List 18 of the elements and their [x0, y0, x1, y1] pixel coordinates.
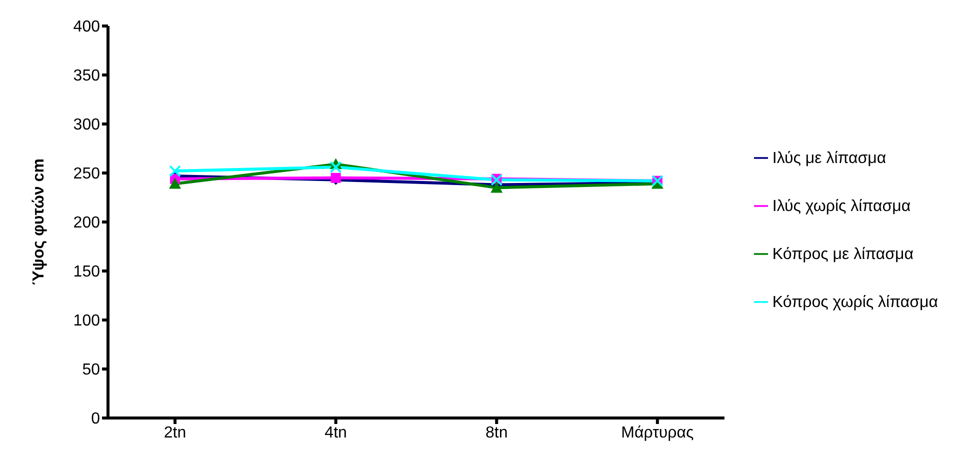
y-tick-label: 250: [73, 166, 100, 183]
x-tick-label: 8tn: [485, 424, 508, 442]
legend-label: Ιλύς χωρίς λίπασμα: [772, 198, 911, 214]
legend-label: Κόπρος χωρίς λίπασμα: [772, 294, 938, 310]
y-tick-label: 150: [73, 264, 100, 281]
y-tick-label: 350: [73, 68, 100, 85]
y-tick-label: 50: [82, 362, 100, 379]
y-axis-title: Ύψος φυτών cm: [30, 158, 48, 286]
y-tick-label: 400: [73, 18, 100, 36]
legend-label: Ιλύς με λίπασμα: [772, 150, 886, 166]
y-tick-label: 200: [73, 214, 100, 232]
legend-label: Κόπρος με λίπασμα: [772, 246, 914, 262]
y-tick-label: 100: [73, 312, 100, 330]
y-tick-label: 0: [91, 410, 100, 428]
x-tick-label: 4tn: [324, 424, 347, 442]
x-tick-label: 2tn: [164, 424, 186, 442]
y-tick-label: 300: [73, 116, 100, 134]
x-tick-label: Μάρτυρας: [621, 424, 694, 442]
